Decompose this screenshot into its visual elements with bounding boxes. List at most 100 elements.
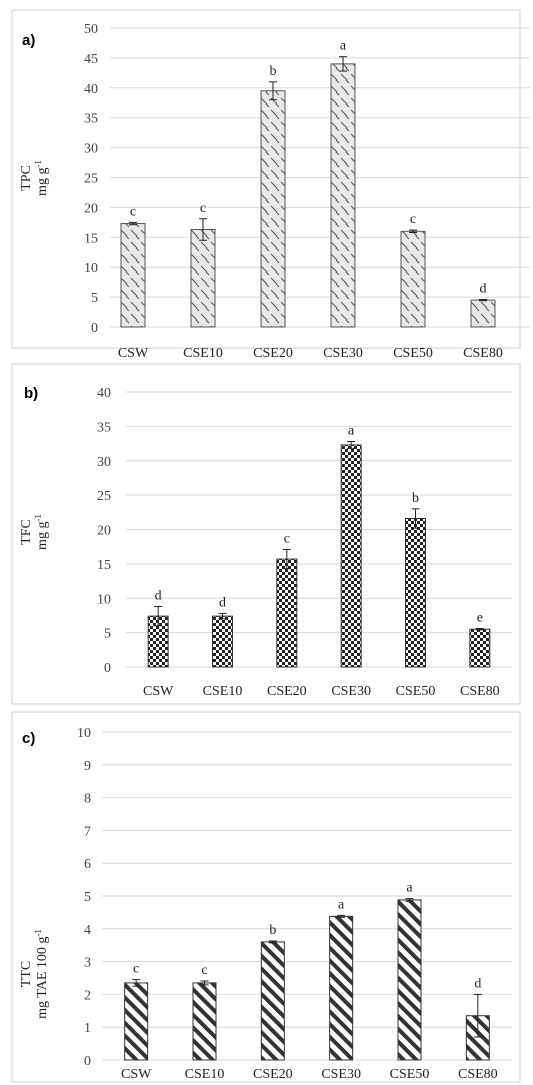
bar-cse50 <box>397 899 422 1061</box>
x-tick-label: CSE20 <box>253 346 293 360</box>
y-tick-label: 10 <box>77 726 91 741</box>
significance-label: e <box>477 611 483 626</box>
error-bar-cse20 <box>269 81 277 101</box>
significance-label: a <box>338 897 345 912</box>
x-tick-label: CSE80 <box>460 684 500 699</box>
significance-label: a <box>348 424 355 439</box>
error-bar-cse20 <box>268 940 277 944</box>
significance-label: c <box>410 212 416 227</box>
y-tick-label: 35 <box>84 112 98 127</box>
significance-label: c <box>201 963 207 978</box>
bar-cse20 <box>260 90 286 328</box>
error-bar-cse10 <box>218 612 227 620</box>
bar-cse20 <box>260 941 285 1061</box>
x-tick-label: CSE50 <box>390 1067 430 1082</box>
bar-cse80 <box>470 299 496 328</box>
y-tick-label: 15 <box>97 558 111 573</box>
bar-cse30 <box>329 915 354 1061</box>
significance-label: b <box>269 923 276 938</box>
bar-cse50 <box>400 230 426 328</box>
x-tick-label: CSE20 <box>267 684 307 699</box>
y-tick-label: 25 <box>84 172 98 187</box>
y-tick-label: 1 <box>84 1021 91 1036</box>
y-axis-label: TTCmg TAE 100 g-1 <box>19 929 50 1019</box>
y-tick-label: 0 <box>91 321 98 336</box>
y-tick-label: 4 <box>84 923 91 938</box>
error-bar-cse80 <box>479 298 487 302</box>
bar-cse10 <box>212 615 233 668</box>
y-tick-label: 40 <box>84 82 98 97</box>
y-tick-label: 9 <box>84 759 91 774</box>
panel-label: b) <box>24 385 38 402</box>
bar-cse30 <box>340 444 362 668</box>
significance-label: a <box>340 39 347 54</box>
x-tick-label: CSE30 <box>321 1067 361 1082</box>
error-bar-cse50 <box>405 898 414 902</box>
x-tick-label: CSE80 <box>458 1067 498 1082</box>
y-tick-label: 20 <box>84 201 98 216</box>
y-tick-label: 7 <box>84 824 91 839</box>
y-tick-label: 0 <box>104 661 111 676</box>
y-axis-label: TPCmg g-1 <box>19 160 50 196</box>
significance-label: a <box>406 881 413 896</box>
error-bar-cse30 <box>347 441 356 449</box>
panel-label: c) <box>22 730 35 747</box>
error-bar-cse10 <box>200 980 209 986</box>
bar-cse30 <box>330 63 356 328</box>
y-tick-label: 20 <box>97 524 111 539</box>
x-tick-label: CSE20 <box>253 1067 293 1082</box>
significance-label: b <box>412 491 419 506</box>
bar-cse10 <box>192 982 217 1061</box>
significance-label: c <box>130 204 136 219</box>
panel-label: a) <box>22 32 35 49</box>
significance-label: d <box>480 281 487 296</box>
significance-label: b <box>270 64 277 79</box>
tpc-bar-chart: a) 0 5 10 15 20 25 30 35 40 45 50 TPCmg g-1 c CSW c CSE1… <box>11 9 530 360</box>
error-bar-cse80 <box>475 628 484 631</box>
error-bar-cse30 <box>337 914 346 918</box>
y-tick-label: 50 <box>84 22 98 37</box>
x-tick-label: CSW <box>143 684 174 699</box>
significance-label: d <box>155 589 162 604</box>
error-bar-cse50 <box>411 508 420 529</box>
x-tick-label: CSW <box>118 346 149 360</box>
y-tick-label: 5 <box>104 627 111 642</box>
error-bar-cse50 <box>409 229 417 234</box>
x-tick-label: CSE50 <box>393 346 433 360</box>
y-tick-label: 35 <box>97 420 111 435</box>
significance-label: c <box>200 201 206 216</box>
y-tick-label: 40 <box>97 386 111 401</box>
y-tick-label: 30 <box>84 142 98 157</box>
y-axis-label: TFCmg g-1 <box>19 514 50 550</box>
y-tick-label: 25 <box>97 489 111 504</box>
x-tick-label: CSE30 <box>331 684 371 699</box>
error-bar-csw <box>154 606 163 627</box>
y-tick-label: 5 <box>84 890 91 905</box>
x-tick-label: CSE10 <box>185 1067 225 1082</box>
y-tick-label: 6 <box>84 857 91 872</box>
panel-frame <box>11 711 521 1083</box>
bar-cse10 <box>190 229 216 328</box>
x-tick-label: CSE50 <box>396 684 436 699</box>
bar-cse50 <box>405 518 426 668</box>
chart-panel-ttc: c) 0 1 2 3 4 5 6 7 8 9 10 TTCmg TAE 100 g-1 c CSW c CSE1… <box>0 710 533 1085</box>
significance-label: c <box>133 962 139 977</box>
y-tick-label: 10 <box>84 261 98 276</box>
panel-frame <box>11 363 521 705</box>
y-tick-label: 30 <box>97 455 111 470</box>
error-bar-cse30 <box>339 56 347 72</box>
error-bar-cse20 <box>282 548 291 570</box>
significance-label: d <box>474 976 481 991</box>
bar-csw <box>124 982 149 1061</box>
y-tick-label: 5 <box>91 291 98 306</box>
error-bar-csw <box>129 221 137 226</box>
chart-panel-tpc: a) 0 5 10 15 20 25 30 35 40 45 50 TPCmg g-1 c CSW c CSE1… <box>0 0 533 360</box>
bar-csw <box>120 223 146 328</box>
x-tick-label: CSE10 <box>183 346 223 360</box>
y-tick-label: 2 <box>84 988 91 1003</box>
y-tick-label: 3 <box>84 956 91 971</box>
x-tick-label: CSE10 <box>203 684 243 699</box>
y-tick-label: 0 <box>84 1054 91 1069</box>
x-tick-label: CSW <box>121 1067 152 1082</box>
bar-cse20 <box>276 558 298 668</box>
